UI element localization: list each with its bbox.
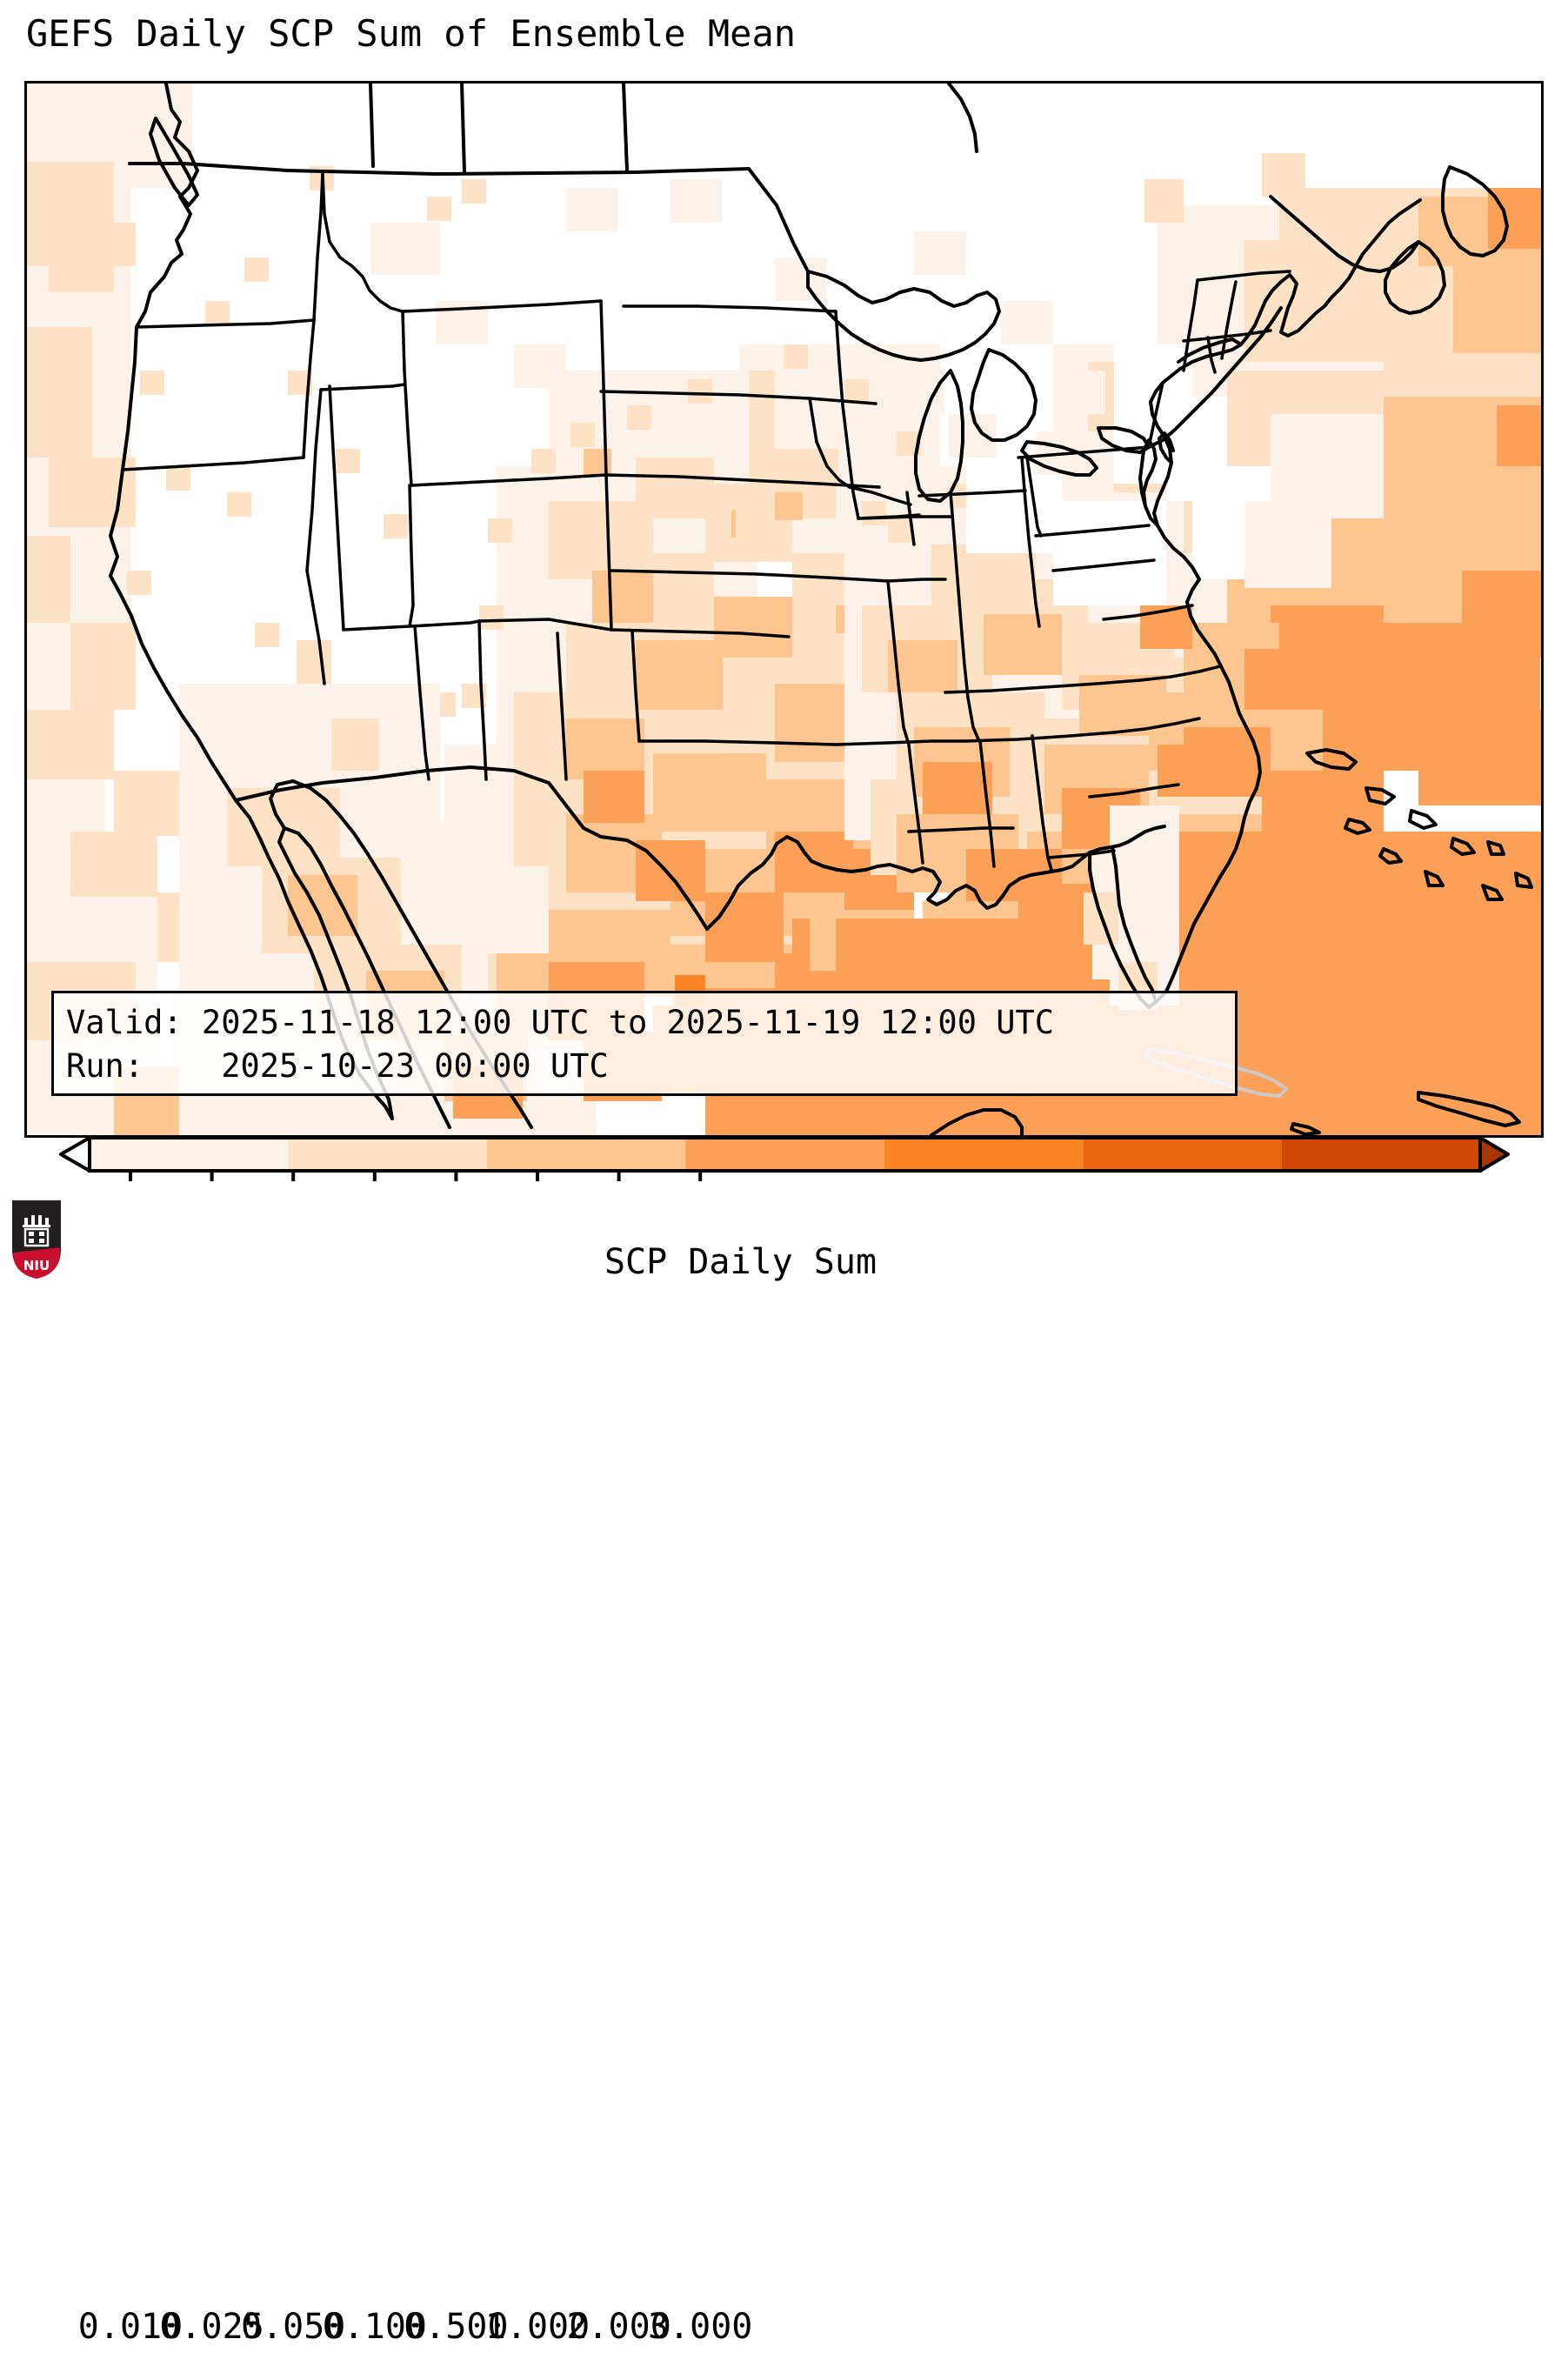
us-mexico-border	[234, 765, 709, 931]
niu-logo: NIU	[12, 1200, 61, 1279]
map-axes	[24, 81, 1544, 1138]
lake-erie	[1020, 440, 1098, 477]
niu-shield-red-band	[13, 1247, 60, 1279]
lake-ontario	[1097, 426, 1151, 454]
yucatan-coast	[930, 1108, 1024, 1135]
niu-castle-icon	[23, 1215, 50, 1247]
atlantic-coast-mid	[1149, 367, 1201, 581]
canada-us-border	[128, 162, 751, 176]
shaded-field	[27, 84, 1541, 1135]
colorbar-segments	[90, 1138, 1480, 1171]
quebec-maritimes-coast	[1269, 195, 1420, 273]
valid-time-line: Valid: 2025-11-18 12:00 UTC to 2025-11-1…	[66, 1004, 1055, 1041]
province-border-sk-mb	[622, 84, 629, 172]
colorbar-svg[interactable]	[0, 1131, 1568, 1183]
lake-superior	[806, 270, 1001, 362]
ms-al-fl-panhandle-coast	[1060, 825, 1166, 872]
province-border-bc-ab	[369, 84, 375, 168]
ontario-w-border	[747, 167, 810, 273]
niu-logo-text: NIU	[23, 1258, 50, 1273]
colorbar[interactable]: 0.010 0.025 0.050 0.100 0.500 1.000 2.000 3.000	[0, 1131, 1568, 2347]
colorbar-tick-labels: 0.010 0.025 0.050 0.100 0.500 1.000 2.000 3.000	[0, 2307, 1568, 2359]
colorbar-segment	[1281, 1138, 1480, 1171]
state-borders	[121, 172, 1291, 872]
colorbar-ticks	[129, 1171, 703, 1181]
colorbar-segment	[288, 1138, 487, 1171]
newfoundland	[1441, 165, 1509, 257]
louisiana-coast	[921, 866, 1064, 910]
delaware-bay	[1158, 431, 1175, 464]
colorbar-under-arrow	[59, 1136, 91, 1173]
vancouver-island	[149, 117, 199, 207]
atlantic-coast-se	[1154, 578, 1262, 1004]
province-border-ab-sk	[460, 84, 466, 174]
colorbar-outline	[88, 1136, 1482, 1173]
colorbar-segment	[486, 1138, 686, 1171]
wa-coast-puget	[135, 238, 183, 329]
run-time-line: Run: 2025-10-23 00:00 UTC	[66, 1047, 609, 1085]
us-west-coast	[109, 325, 237, 802]
colorbar-segment	[884, 1138, 1084, 1171]
texas-gulf-coast	[705, 835, 924, 931]
st-lawrence-river	[1147, 306, 1283, 449]
map-plot	[27, 84, 1541, 1135]
page-title: GEFS Daily SCP Sum of Ensemble Mean	[26, 12, 797, 55]
colorbar-tick-label: 3.000	[647, 2307, 753, 2347]
bahamas-islands	[1305, 748, 1533, 901]
geography-outlines	[109, 84, 1533, 1135]
colorbar-over-arrow	[1478, 1136, 1510, 1173]
gulf-st-lawrence	[1384, 240, 1446, 315]
bc-coast	[164, 84, 199, 242]
maine-coast	[1330, 198, 1422, 299]
figure-canvas: GEFS Daily SCP Sum of Ensemble Mean	[0, 12, 1568, 2347]
valid-run-annotation-box: Valid: 2025-11-18 12:00 UTC to 2025-11-1…	[51, 991, 1238, 1096]
lake-michigan	[914, 369, 964, 503]
chesapeake-bay	[1138, 438, 1159, 527]
jamaica	[1290, 1122, 1321, 1135]
colorbar-segment	[90, 1138, 289, 1171]
new-england-coast	[1239, 273, 1333, 346]
hispaniola	[1417, 1091, 1521, 1127]
colorbar-axis-label-text: SCP Daily Sum	[604, 1242, 877, 1282]
colorbar-axis-label: SCP Daily Sum	[0, 1242, 1568, 1282]
colorbar-segment	[1083, 1138, 1282, 1171]
lake-huron	[970, 348, 1038, 442]
colorbar-segment	[685, 1138, 884, 1171]
hudson-bay-coast	[947, 84, 978, 153]
